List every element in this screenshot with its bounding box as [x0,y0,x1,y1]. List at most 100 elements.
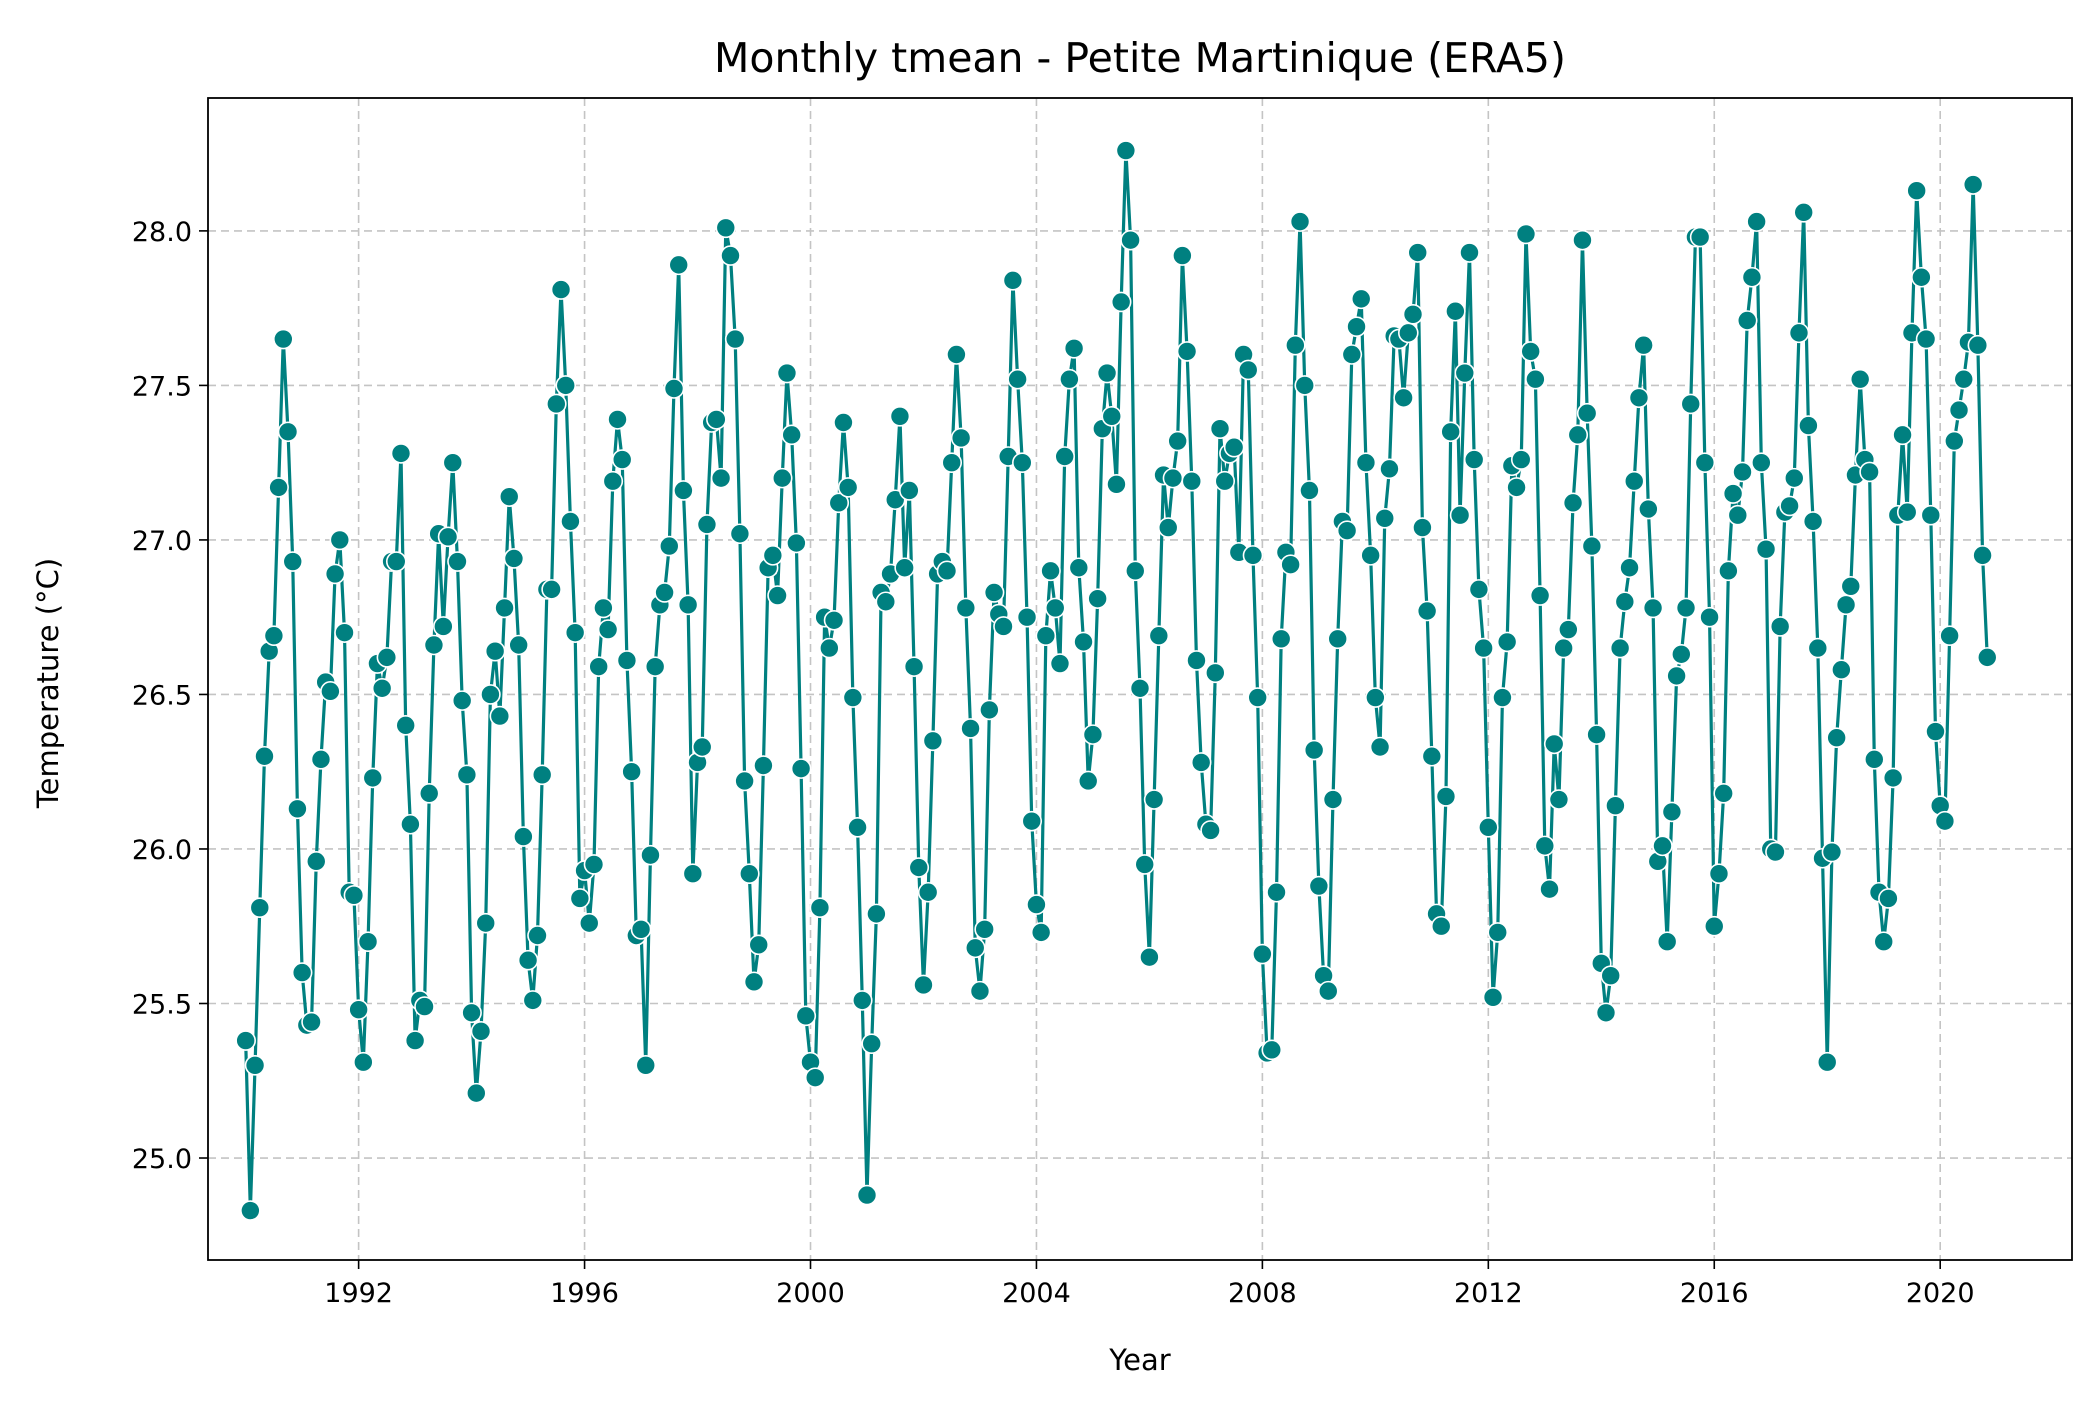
data-point [1341,344,1363,365]
data-point [1515,223,1537,245]
data-point [1816,1051,1838,1073]
data-point [1911,266,1932,288]
data-point [1732,461,1753,483]
data-point [630,919,652,940]
data-point [1623,470,1645,492]
data-point [1859,461,1880,483]
data-point [786,532,807,554]
data-point [1393,387,1414,409]
data-point [1181,470,1203,492]
data-point [555,375,577,396]
data-point [1157,517,1179,538]
data-point [494,597,515,619]
data-point [508,634,529,656]
data-point [809,897,831,918]
data-point [484,640,506,662]
data-point [856,1184,878,1206]
data-point [583,854,605,875]
data-point [837,477,859,498]
data-point [767,585,788,606]
data-point [1096,362,1118,384]
x-tick-label: 2008 [1228,1278,1297,1309]
data-point [804,1067,826,1088]
data-point [1586,724,1607,745]
data-point [917,881,939,903]
data-point [1176,341,1198,362]
data-point [1666,665,1687,687]
data-point [1558,619,1579,640]
data-point [527,925,548,946]
data-point [866,903,887,925]
data-point [781,424,802,446]
data-point [1708,863,1730,885]
data-point [1633,334,1654,356]
data-point [1619,557,1640,579]
y-axis-label: Temperature (°C) [31,558,65,809]
data-point [715,217,737,239]
data-point [1652,835,1673,857]
data-point [513,826,534,847]
data-point [922,730,944,752]
data-point [1346,316,1367,337]
data-point [324,563,346,585]
data-point [668,254,690,276]
data-point [1445,300,1466,322]
data-point [720,245,741,266]
data-point [706,409,727,430]
data-point [437,526,459,548]
data-point [1035,625,1057,647]
data-point [875,591,897,613]
data-point [1562,492,1584,514]
data-point [334,622,355,643]
data-point [1835,594,1857,616]
data-point [1266,881,1287,903]
data-point [1374,507,1396,529]
data-point [546,393,567,415]
data-point [1953,368,1975,390]
data-point [1539,878,1560,900]
data-point [569,888,591,909]
data-point [658,535,680,557]
data-point [1416,600,1438,622]
data-point [1200,820,1221,841]
data-point [1360,545,1381,566]
data-point [823,609,845,631]
data-point [560,511,581,532]
data-point [564,622,586,643]
data-point [1506,477,1527,498]
data-point [414,996,435,1017]
data-point [1783,467,1805,489]
data-point [1327,628,1348,650]
y-tick-label: 27.5 [132,371,192,402]
data-point [1398,322,1419,344]
data-point [819,637,840,659]
data-point [1355,452,1377,473]
data-point [1948,399,1970,421]
data-point [1026,894,1047,915]
data-point [1906,180,1927,202]
data-point [1849,368,1871,390]
x-tick-label: 2004 [1002,1278,1071,1309]
data-point [1821,841,1843,863]
data-point [946,344,967,365]
data-point [1148,625,1170,647]
data-point [465,1082,487,1104]
data-point [1463,449,1485,470]
data-point [993,616,1014,637]
data-point [1529,585,1551,606]
data-point [710,467,732,489]
data-point [889,406,911,427]
data-point [1303,739,1325,761]
data-point [1205,662,1226,684]
data-point [913,974,934,996]
data-point [828,492,850,514]
data-point [1718,560,1739,582]
x-axis: 1992 1996 2000 2004 2008 2012 2016 2020 [324,1260,1975,1309]
data-point [1713,783,1734,804]
data-point [1656,931,1678,952]
data-point [1779,495,1800,517]
data-point [390,443,412,464]
data-point [1430,915,1452,937]
data-point [1054,446,1075,467]
data-point [282,551,304,572]
